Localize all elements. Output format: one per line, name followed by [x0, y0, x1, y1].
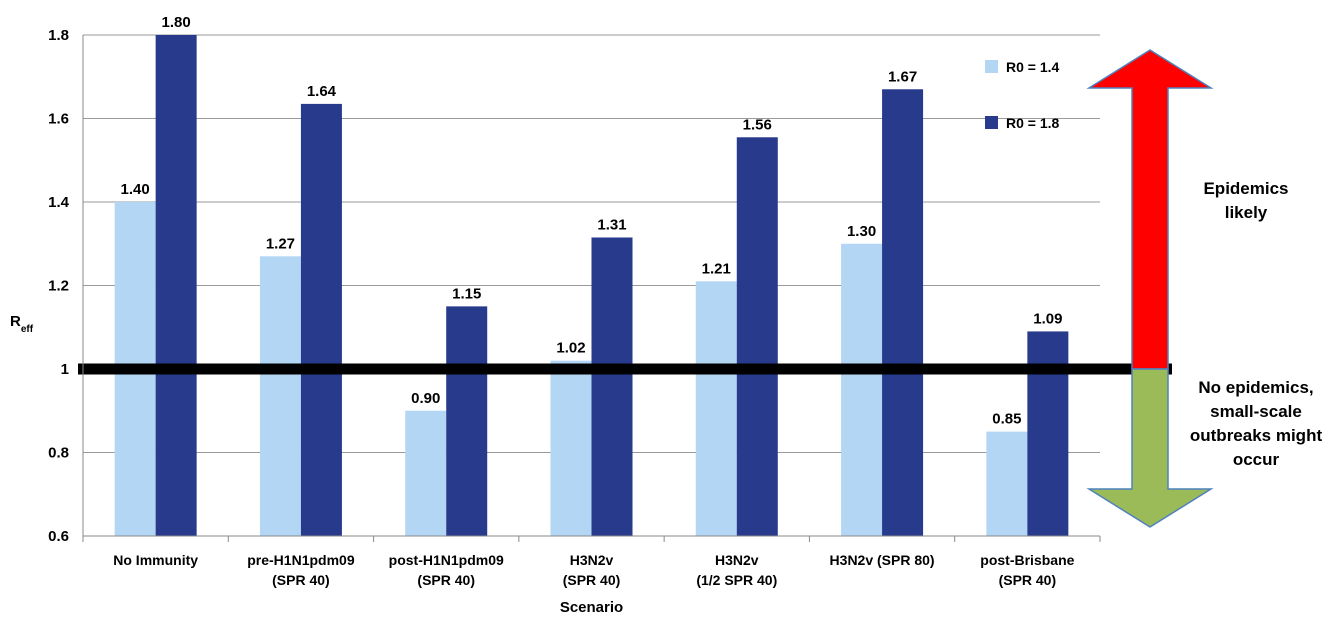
data-label: 1.67: [888, 68, 917, 85]
x-axis-title: Scenario: [560, 599, 623, 616]
bar-r0-1-8: [1027, 331, 1069, 536]
x-category-label: No Immunity: [113, 552, 198, 568]
bar-r0-1-8: [300, 103, 342, 536]
x-category-label: (SPR 40): [272, 572, 330, 588]
legend-swatch: [985, 116, 998, 129]
x-category-label: (SPR 40): [563, 572, 621, 588]
y-axis-title: Reff: [10, 313, 34, 335]
legend-swatch: [985, 60, 998, 73]
bar-r0-1-8: [155, 35, 197, 536]
y-tick-label: 1.8: [48, 27, 69, 44]
y-tick-label: 1.4: [48, 194, 70, 211]
arrow-down-green: [1086, 368, 1214, 528]
x-category-label: post-Brisbane: [980, 552, 1074, 568]
x-category-label: H3N2v (SPR 80): [830, 552, 935, 568]
legend-label: R0 = 1.4: [1006, 59, 1060, 75]
annotation-no-epidemics: outbreaks might: [1190, 426, 1323, 445]
data-label: 1.80: [162, 14, 191, 31]
data-label: 1.27: [266, 235, 295, 252]
data-label: 0.90: [411, 390, 440, 407]
data-label: 1.64: [307, 83, 337, 100]
data-label: 1.02: [556, 340, 585, 357]
x-category-label: (1/2 SPR 40): [696, 572, 777, 588]
data-labels: 1.40 1.80 1.27 1.64 0.90 1.15 1.02 1.31 1.21 1.56…: [121, 14, 1063, 428]
y-axis-title-subscript: eff: [21, 324, 34, 335]
annotation-epidemics-likely: Epidemics: [1203, 179, 1288, 198]
annotation-arrow: Epidemics likely No epidemics, small-scale o…: [1086, 49, 1323, 528]
bar-r0-1-4: [695, 281, 737, 536]
bar-r0-1-8: [882, 89, 924, 537]
data-label: 1.31: [597, 216, 626, 233]
x-category-label: (SPR 40): [999, 572, 1057, 588]
bar-r0-1-4: [405, 410, 447, 536]
arrow-up-red: [1086, 49, 1214, 370]
x-category-label: post-H1N1pdm09: [389, 552, 504, 568]
data-label: 1.09: [1033, 310, 1062, 327]
x-category-label: H3N2v: [715, 552, 759, 568]
data-label: 1.56: [743, 116, 772, 133]
data-label: 1.30: [847, 223, 876, 240]
y-axis-title-main: R: [10, 313, 21, 330]
bar-r0-1-8: [591, 237, 633, 537]
data-label: 1.15: [452, 285, 481, 302]
legend-label: R0 = 1.8: [1006, 115, 1060, 131]
y-tick-label: 1.6: [48, 111, 69, 128]
bar-r0-1-8: [736, 137, 778, 536]
annotation-no-epidemics: occur: [1233, 450, 1280, 469]
x-category-label: pre-H1N1pdm09: [247, 552, 355, 568]
data-label: 1.40: [121, 181, 150, 198]
y-tick-label: 1.2: [48, 278, 69, 295]
bar-r0-1-4: [986, 431, 1028, 536]
bars: [114, 35, 1069, 537]
annotation-no-epidemics: small-scale: [1210, 402, 1302, 421]
axes: 0.6 0.8 1 1.2 1.4 1.6 1.8 No Immunity pre-H1N1pd…: [10, 27, 1101, 616]
x-category-label: (SPR 40): [417, 572, 475, 588]
bar-r0-1-4: [841, 243, 883, 536]
y-tick-label: 0.6: [48, 528, 69, 545]
y-tick-label: 1: [61, 361, 69, 378]
y-tick-label: 0.8: [48, 445, 69, 462]
annotation-epidemics-likely: likely: [1225, 203, 1268, 222]
x-category-label: H3N2v: [570, 552, 614, 568]
legend: R0 = 1.4 R0 = 1.8: [985, 59, 1060, 131]
data-label: 1.21: [702, 260, 731, 277]
bar-r0-1-8: [446, 306, 488, 536]
bar-r0-1-4: [259, 256, 301, 536]
bar-r0-1-4: [550, 360, 592, 536]
data-label: 0.85: [992, 411, 1021, 428]
annotation-no-epidemics: No epidemics,: [1198, 378, 1313, 397]
